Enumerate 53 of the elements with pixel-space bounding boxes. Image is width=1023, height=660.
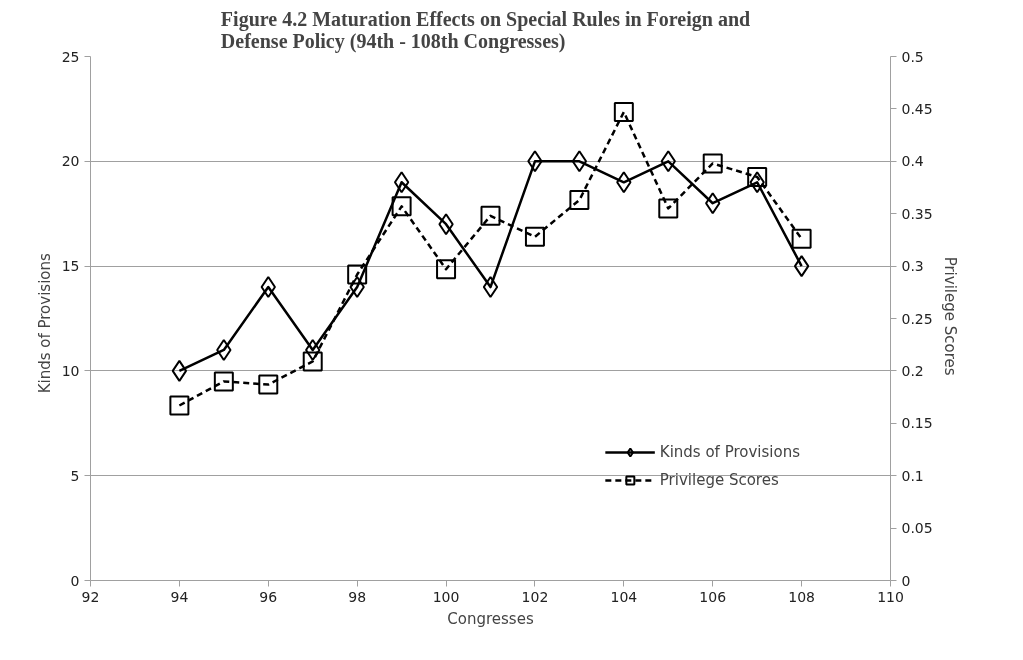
y2-tick-label: 0.05	[901, 520, 933, 537]
point	[482, 276, 499, 299]
y2-tick-label: 0.15	[901, 415, 933, 432]
y-tick-label: 10	[61, 362, 80, 379]
x-axis-title: Congresses	[447, 609, 534, 628]
point	[571, 150, 588, 173]
y2-tick-label: 0.25	[901, 310, 933, 327]
x-tick-label: 106	[699, 588, 727, 605]
point	[613, 102, 634, 123]
legend-label: Privilege Scores	[659, 471, 779, 489]
point	[213, 371, 234, 392]
y-tick-label: 15	[61, 258, 80, 275]
y2-tick-label: 0.2	[901, 362, 924, 379]
y2-tick-label: 0.4	[901, 153, 924, 170]
point	[347, 264, 368, 285]
point	[436, 259, 457, 280]
y-tick-label: 5	[70, 467, 80, 484]
x-tick-label: 100	[432, 588, 460, 605]
y-tick-label: 25	[61, 48, 80, 65]
y-tick-label: 0	[70, 572, 80, 589]
point	[302, 351, 323, 372]
point	[258, 374, 279, 395]
point	[171, 359, 188, 382]
chart-title: Figure 4.2 Maturation Effects on Special Rules in Foreign and Defense Policy (94th - 108th Congresses)	[220, 7, 751, 53]
point	[569, 190, 590, 211]
point	[393, 171, 410, 194]
point	[658, 198, 679, 219]
point	[791, 228, 812, 249]
point	[391, 196, 412, 217]
y2-tick-label: 0.5	[901, 48, 924, 65]
x-tick-label: 98	[348, 588, 367, 605]
y2-tick-label: 0.1	[901, 467, 924, 484]
y-tick-label: 20	[61, 153, 80, 170]
point	[524, 226, 545, 247]
y2-tick-label: 0.3	[901, 258, 924, 275]
point	[480, 205, 501, 226]
legend-label: Kinds of Provisions	[659, 443, 800, 461]
x-tick-label: 108	[788, 588, 815, 605]
x-tick-label: 110	[877, 588, 904, 605]
y2-axis-title: Privilege Scores	[940, 256, 959, 376]
point	[702, 153, 723, 174]
x-tick-label: 102	[521, 588, 549, 605]
x-tick-label: 92	[81, 588, 100, 605]
point	[793, 255, 810, 278]
y2-tick-label: 0	[901, 572, 911, 589]
x-tick-label: 94	[170, 588, 189, 605]
x-tick-label: 96	[259, 588, 278, 605]
point	[169, 395, 190, 416]
y-axis-title: Kinds of Provisions	[35, 253, 54, 394]
point	[747, 167, 768, 188]
y2-tick-label: 0.35	[901, 205, 933, 222]
y2-tick-label: 0.45	[901, 100, 933, 117]
x-tick-label: 104	[610, 588, 638, 605]
